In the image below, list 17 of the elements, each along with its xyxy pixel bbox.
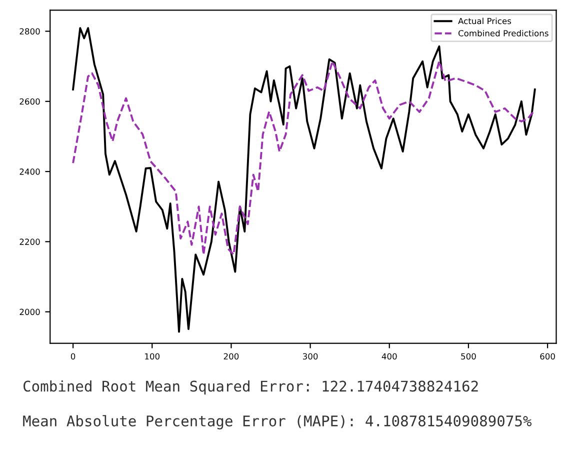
x-tick-label: 500 (461, 353, 476, 360)
x-tick-label: 300 (302, 353, 318, 360)
legend-label: Combined Predictions (458, 30, 548, 36)
line-series (72, 60, 534, 256)
y-tick-label: 2200 (20, 238, 40, 245)
x-tick-label: 0 (70, 353, 76, 360)
text: Mean Absolute Percentage Error (MAPE): 4.1087815409089075% (23, 415, 532, 430)
y-tick-label: 2000 (20, 308, 40, 316)
legend-label: Actual Prices (458, 18, 512, 24)
x-tick-label: 200 (224, 353, 239, 360)
y-tick-label: 2600 (20, 98, 40, 105)
x-tick-label: 100 (145, 353, 160, 360)
text: Combined Root Mean Squared Error: 122.17404738824162 (24, 380, 478, 395)
x-tick-label: 600 (540, 353, 555, 360)
y-tick-label: 2800 (20, 28, 40, 35)
y-tick-label: 2400 (20, 168, 40, 175)
x-tick-label: 400 (382, 353, 397, 360)
